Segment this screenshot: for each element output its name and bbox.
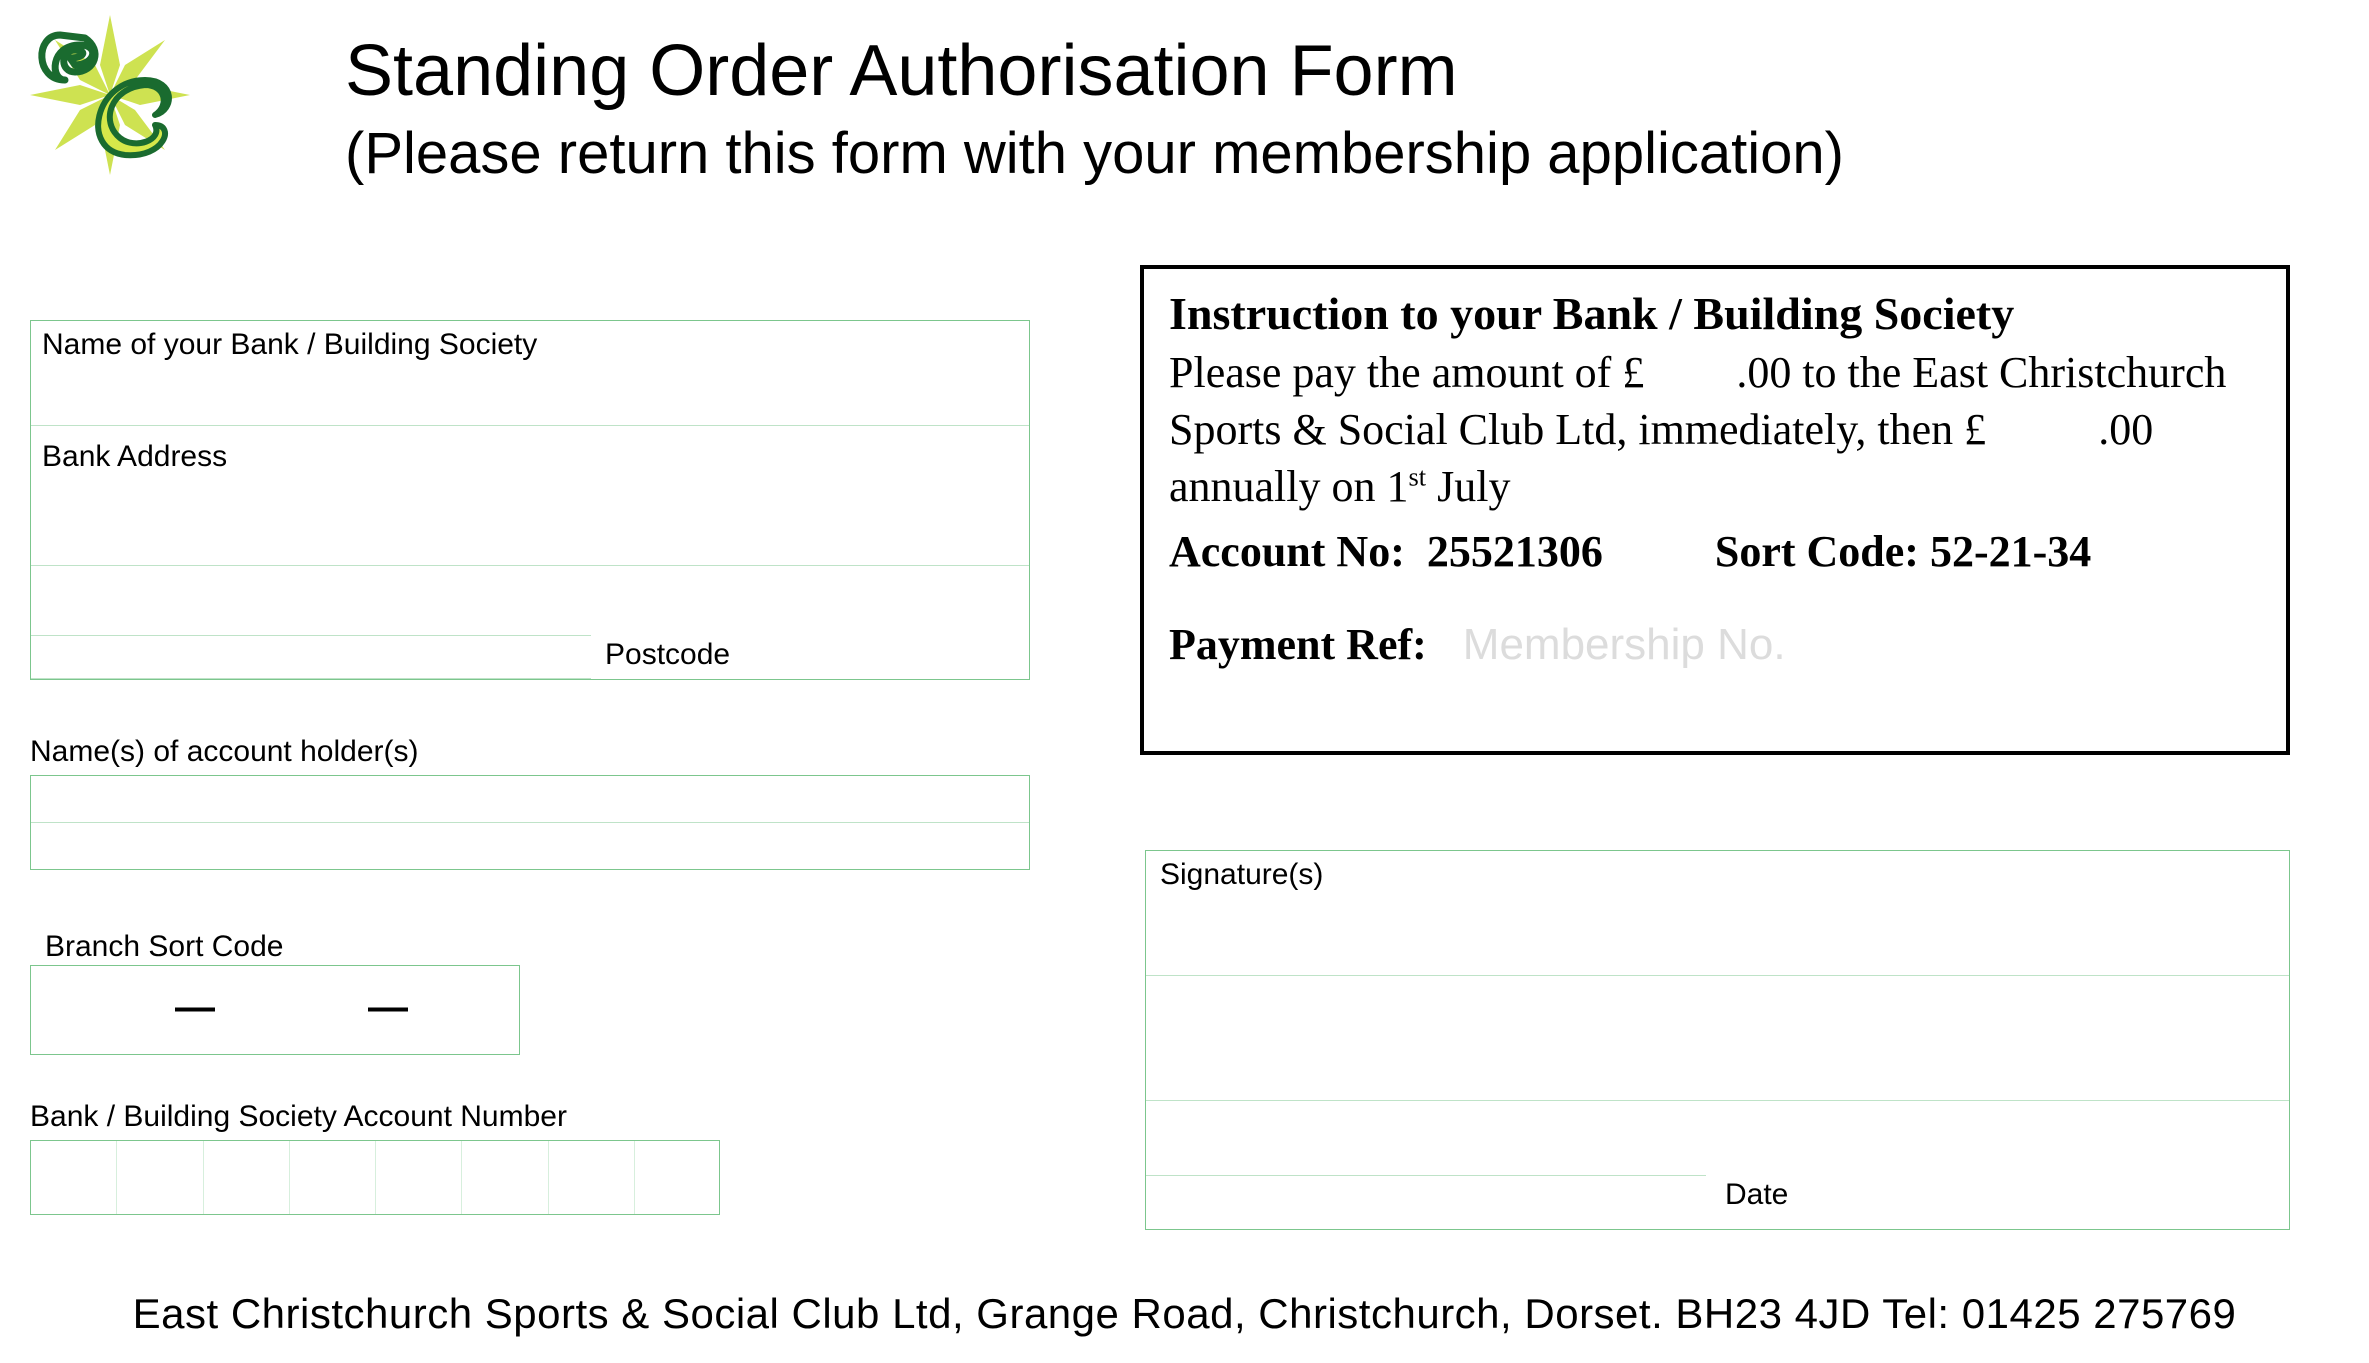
instruction-title: Instruction to your Bank / Building Soci…	[1169, 284, 2261, 344]
rule-line	[31, 678, 591, 679]
account-cell-divider	[116, 1141, 117, 1214]
payment-ref-placeholder: Membership No.	[1463, 620, 1786, 669]
payment-ref-label: Payment Ref:	[1169, 620, 1427, 669]
footer-text: East Christchurch Sports & Social Club L…	[0, 1290, 2369, 1338]
account-no-label: Account No:	[1169, 527, 1405, 576]
rule-line	[1146, 975, 2289, 976]
rule-line	[1146, 1175, 1706, 1176]
logo-icon	[25, 10, 195, 180]
rule-line	[31, 425, 1029, 426]
page-subtitle: (Please return this form with your membe…	[345, 120, 1844, 187]
account-cell-divider	[461, 1141, 462, 1214]
branch-sort-code-box[interactable]	[30, 965, 520, 1055]
signature-box[interactable]	[1145, 850, 2290, 1230]
instruction-box: Instruction to your Bank / Building Soci…	[1140, 265, 2290, 755]
rule-line	[31, 635, 591, 636]
account-cell-divider	[375, 1141, 376, 1214]
postcode-label: Postcode	[605, 638, 730, 672]
club-logo	[25, 10, 195, 180]
rule-line	[1146, 1100, 2289, 1101]
instr-text: July	[1426, 462, 1510, 511]
form-page: Standing Order Authorisation Form (Pleas…	[0, 0, 2369, 1363]
signature-label: Signature(s)	[1160, 858, 1323, 892]
account-holders-label: Name(s) of account holder(s)	[30, 735, 418, 769]
account-line: Account No: 25521306 Sort Code: 52-21-34	[1169, 523, 2261, 580]
date-label: Date	[1725, 1178, 1788, 1212]
account-cell-divider	[289, 1141, 290, 1214]
account-cell-divider	[203, 1141, 204, 1214]
bank-name-label: Name of your Bank / Building Society	[42, 328, 537, 362]
bank-address-label: Bank Address	[42, 440, 227, 474]
rule-line	[31, 565, 1029, 566]
sort-code-separator: —	[368, 985, 408, 1030]
page-title: Standing Order Authorisation Form	[345, 30, 1458, 112]
branch-sort-code-label: Branch Sort Code	[45, 930, 283, 964]
sort-code-separator: —	[175, 985, 215, 1030]
instr-text: Please pay the amount of £	[1169, 348, 1644, 397]
bank-details-box[interactable]	[30, 320, 1030, 680]
rule-line	[31, 822, 1029, 823]
account-no-value: 25521306	[1427, 527, 1603, 576]
payment-ref-line: Payment Ref: Membership No.	[1169, 616, 2261, 673]
instr-sup: st	[1409, 462, 1427, 492]
sort-code-value: 52-21-34	[1930, 527, 2091, 576]
sort-code-label: Sort Code:	[1715, 527, 1919, 576]
instruction-body: Please pay the amount of £ .00 to the Ea…	[1169, 344, 2261, 516]
account-cell-divider	[634, 1141, 635, 1214]
account-number-label: Bank / Building Society Account Number	[30, 1100, 567, 1134]
account-cell-divider	[548, 1141, 549, 1214]
